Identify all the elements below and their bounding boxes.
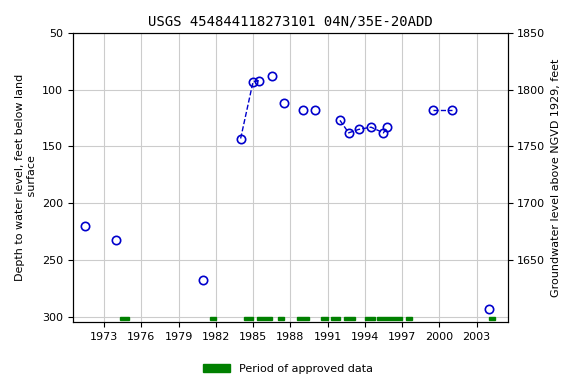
Y-axis label: Depth to water level, feet below land
 surface: Depth to water level, feet below land su… — [15, 74, 37, 281]
Bar — [365, 317, 375, 320]
Bar — [257, 317, 272, 320]
Bar — [278, 317, 284, 320]
Bar — [321, 317, 328, 320]
Bar — [297, 317, 309, 320]
Bar — [406, 317, 412, 320]
Bar — [331, 317, 340, 320]
Bar — [120, 317, 129, 320]
Y-axis label: Groundwater level above NGVD 1929, feet: Groundwater level above NGVD 1929, feet — [551, 58, 561, 297]
Bar — [377, 317, 402, 320]
Legend: Period of approved data: Period of approved data — [198, 359, 378, 379]
Bar — [244, 317, 253, 320]
Title: USGS 454844118273101 04N/35E-20ADD: USGS 454844118273101 04N/35E-20ADD — [148, 15, 433, 29]
Bar — [489, 317, 495, 320]
Bar — [344, 317, 355, 320]
Bar — [210, 317, 216, 320]
